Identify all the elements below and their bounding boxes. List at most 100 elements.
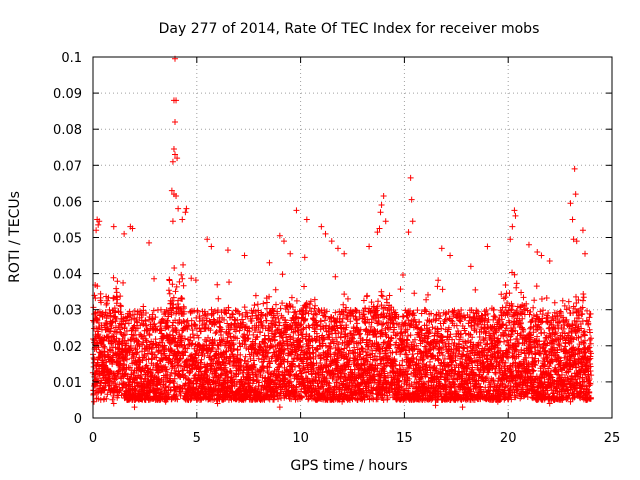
data-point: [172, 288, 179, 295]
data-point: [167, 372, 174, 379]
data-point: [293, 297, 300, 304]
data-point: [340, 301, 347, 308]
data-point: [157, 306, 164, 313]
data-point: [110, 274, 117, 281]
data-point: [149, 355, 156, 362]
data-point: [150, 307, 157, 314]
data-point: [181, 335, 188, 342]
data-point: [418, 325, 425, 332]
data-point: [177, 355, 184, 362]
data-point: [143, 362, 150, 369]
data-point: [241, 304, 248, 311]
data-point: [100, 337, 107, 344]
data-point: [143, 339, 150, 346]
data-point: [142, 310, 149, 317]
data-point: [411, 290, 418, 297]
data-point: [251, 302, 258, 309]
data-point: [95, 344, 102, 351]
data-point: [109, 361, 116, 368]
data-point: [241, 357, 248, 364]
data-point: [158, 355, 165, 362]
data-point: [171, 265, 178, 272]
data-point: [109, 358, 116, 365]
data-point: [152, 373, 159, 380]
data-point: [106, 346, 113, 353]
data-point: [364, 292, 371, 299]
data-point: [118, 321, 125, 328]
data-point: [228, 321, 235, 328]
data-point: [114, 278, 121, 285]
data-point: [169, 322, 176, 329]
data-point: [91, 356, 98, 363]
data-point: [107, 312, 114, 319]
data-point: [226, 279, 233, 286]
data-point: [94, 375, 101, 382]
data-point: [158, 327, 165, 334]
data-point: [113, 300, 120, 307]
data-point: [166, 290, 173, 297]
data-point: [176, 278, 183, 285]
data-point: [123, 340, 130, 347]
data-point: [173, 283, 180, 290]
data-point: [165, 287, 172, 294]
data-point: [109, 349, 116, 356]
data-point: [179, 333, 186, 340]
data-point: [399, 271, 406, 278]
data-point: [400, 313, 407, 320]
data-point: [360, 297, 367, 304]
data-point: [130, 331, 137, 338]
data-point: [97, 290, 104, 297]
data-point: [127, 375, 134, 382]
data-point: [166, 277, 173, 284]
data-point: [153, 354, 160, 361]
data-point: [341, 291, 348, 298]
data-point: [164, 371, 171, 378]
data-point: [386, 292, 393, 299]
data-point: [112, 344, 119, 351]
data-point: [192, 321, 199, 328]
data-point: [397, 286, 404, 293]
data-point: [414, 307, 421, 314]
data-point: [116, 388, 123, 395]
data-point: [179, 296, 186, 303]
data-point: [179, 275, 186, 282]
data-point: [101, 387, 108, 394]
data-point: [133, 318, 140, 325]
data-point: [103, 395, 110, 402]
data-point: [178, 271, 185, 278]
data-point: [141, 351, 148, 358]
data-point: [169, 304, 176, 311]
data-point: [91, 292, 98, 299]
data-point: [116, 361, 123, 367]
data-point: [117, 329, 124, 336]
data-point: [101, 344, 108, 351]
data-point: [212, 330, 219, 337]
data-point: [172, 386, 179, 393]
data-point: [169, 297, 176, 304]
data-point: [168, 369, 175, 376]
data-point: [104, 391, 111, 398]
data-point: [422, 306, 429, 313]
data-point: [90, 318, 97, 325]
data-point: [209, 310, 216, 317]
data-point: [123, 328, 130, 335]
data-point: [146, 341, 153, 348]
data-point: [182, 381, 189, 388]
data-point: [114, 296, 121, 303]
data-point: [134, 319, 141, 326]
data-point: [91, 310, 98, 317]
data-point: [146, 332, 153, 339]
data-point: [180, 348, 187, 355]
data-point: [151, 320, 158, 327]
data-point: [279, 271, 286, 278]
data-point: [109, 396, 116, 403]
data-point: [137, 322, 144, 329]
data-point: [378, 292, 385, 299]
data-point: [152, 336, 159, 343]
data-point: [252, 292, 259, 299]
data-point: [332, 273, 339, 280]
data-point: [107, 325, 114, 332]
data-point: [277, 305, 284, 312]
data-point: [168, 309, 175, 316]
data-point: [171, 338, 178, 345]
